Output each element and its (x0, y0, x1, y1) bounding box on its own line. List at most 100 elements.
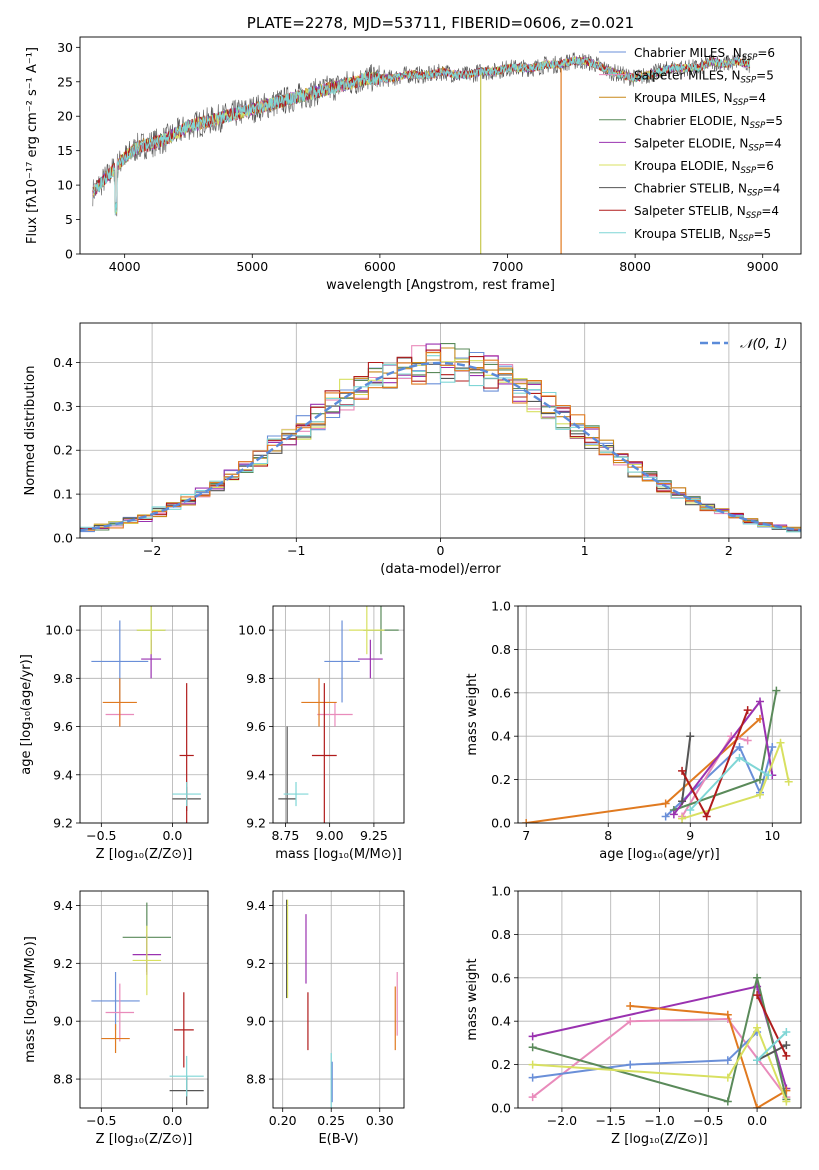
tick-label-y: 1.0 (491, 884, 511, 899)
plot-area (91, 606, 201, 823)
marker-plus (753, 1104, 762, 1108)
tick-label-x: 0.0 (747, 1113, 767, 1128)
tick-label-x: 0.0 (162, 1113, 182, 1128)
marker-plus (743, 706, 752, 715)
tick-label-x: 10 (764, 828, 780, 843)
tick-label-y: 9.2 (53, 956, 73, 971)
marker-plus (723, 1010, 732, 1019)
plot-area (91, 902, 204, 1106)
tick-label-y: 0.0 (53, 531, 73, 546)
tick-label-y: 0.6 (491, 685, 511, 700)
plot-area (278, 606, 399, 823)
legend-label: Salpeter ELODIE, NSSP=4 (634, 136, 782, 153)
tick-label-x: −2.0 (547, 1113, 577, 1128)
panel-3: −0.5 0.0 9.2 9.4 9.6 9.8 10.0 Z [log₁₀(Z/Z⊙)] ag… (19, 605, 209, 862)
plot-area (92, 51, 751, 254)
legend-label: 𝒩(0, 1) (740, 337, 787, 352)
marker-plus (626, 1060, 635, 1069)
tick-label-x: 9 (686, 828, 694, 843)
marker-plus (782, 1041, 791, 1050)
tick-label-x: 4000 (109, 259, 141, 274)
tick-label-y: 8.8 (246, 1072, 266, 1087)
tick-label-y: 0.4 (491, 729, 511, 744)
tick-label-y: 9.2 (246, 956, 266, 971)
tick-label-x: 5000 (236, 259, 268, 274)
marker-plus (669, 810, 678, 819)
tick-label-y: 0.2 (491, 1057, 511, 1072)
tick-label-y: 0.3 (53, 399, 73, 414)
weight-line-8 (756, 1031, 788, 1062)
tick-label-x: 8000 (619, 259, 651, 274)
marker-plus (661, 812, 670, 821)
tick-label-y: 25 (57, 74, 73, 89)
x-axis-label: (data-model)/error (380, 562, 501, 577)
marker-plus (776, 738, 785, 747)
tick-label-x: 7000 (492, 259, 524, 274)
tick-label-y: 10 (57, 178, 73, 193)
weight-line-5 (681, 739, 790, 820)
tick-label-x: 0.0 (162, 828, 182, 843)
marker-plus (743, 736, 752, 745)
tick-label-y: 9.0 (53, 1014, 73, 1029)
legend-label: Kroupa STELIB, NSSP=5 (634, 227, 771, 244)
panel-6: −0.5 0.0 8.8 9.0 9.2 9.4 Z [log₁₀(Z/Z⊙)] mass [… (23, 890, 209, 1147)
panel-5: 7 8 9 10 0.0 0.2 0.4 0.6 0.8 1.0 age [log₁₀(age/yr… (465, 599, 802, 862)
x-axis-label: Z [log₁₀(Z/Z⊙)] (96, 1132, 193, 1147)
legend-label: Kroupa MILES, NSSP=4 (634, 91, 766, 108)
tick-label-x: 9.25 (360, 828, 388, 843)
tick-label-y: 0.4 (491, 1014, 511, 1029)
tick-label-y: 15 (57, 143, 73, 158)
weight-line-6 (681, 736, 692, 802)
tick-label-x: −0.5 (693, 1113, 723, 1128)
legend-label: Chabrier ELODIE, NSSP=5 (634, 114, 783, 131)
marker-plus (782, 1028, 791, 1037)
tick-label-x: −1.0 (644, 1113, 674, 1128)
axes-frame (272, 605, 405, 824)
tick-label-y: 9.4 (53, 767, 73, 782)
x-axis-label: mass [log₁₀(M/M⊙)] (275, 847, 402, 862)
panel-4: 8.75 9.00 9.25 9.2 9.4 9.6 9.8 10.0 mass [log₁₀(… (238, 605, 405, 862)
marker-plus (626, 1017, 635, 1026)
tick-label-x: 7 (522, 828, 530, 843)
marker-plus (784, 777, 793, 786)
tick-label-x: −0.5 (86, 1113, 116, 1128)
tick-label-y: 9.4 (246, 898, 266, 913)
tick-label-y: 5 (65, 212, 73, 227)
marker-plus (735, 753, 744, 762)
tick-label-y: 20 (57, 109, 73, 124)
tick-label-y: 9.4 (53, 898, 73, 913)
tick-label-x: −1.5 (596, 1113, 626, 1128)
marker-plus (678, 766, 687, 775)
legend-label: Chabrier STELIB, NSSP=4 (634, 182, 780, 199)
axes-frame (79, 605, 209, 824)
marker-plus (768, 743, 777, 752)
legend-label: Chabrier MILES, NSSP=6 (634, 46, 775, 63)
tick-label-x: 8 (604, 828, 612, 843)
legend-label: Kroupa ELODIE, NSSP=6 (634, 159, 774, 176)
marker-plus (626, 1002, 635, 1011)
marker-plus (782, 1051, 791, 1060)
marker-plus (528, 1043, 537, 1052)
legend-label: Salpeter MILES, NSSP=5 (634, 69, 774, 86)
tick-label-y: 10.0 (238, 623, 266, 638)
tick-label-x: 6000 (364, 259, 396, 274)
marker-plus (723, 1056, 732, 1065)
marker-plus (678, 814, 687, 823)
tick-label-x: 0.30 (366, 1113, 394, 1128)
marker-plus (522, 819, 531, 823)
panel-2: −2 −1 0 1 2 0.0 0.1 0.2 0.3 0.4 (data-model)/error… (23, 322, 802, 577)
tick-label-y: 10.0 (45, 623, 73, 638)
tick-label-y: 9.4 (246, 767, 266, 782)
tick-label-y: 9.6 (246, 719, 266, 734)
marker-plus (723, 1097, 732, 1106)
marker-plus (686, 732, 695, 741)
chart-title: PLATE=2278, MJD=53711, FIBERID=0606, z=0… (247, 14, 634, 32)
tick-label-x: −2 (143, 543, 161, 558)
y-axis-label: mass [log₁₀(M/M⊙)] (23, 936, 38, 1063)
tick-label-y: 0.0 (491, 1101, 511, 1116)
panel-7: 0.20 0.25 0.30 8.8 9.0 9.2 9.4 E(B-V) (246, 890, 405, 1147)
tick-label-x: −1 (287, 543, 305, 558)
tick-label-x: 8.75 (271, 828, 299, 843)
marker-plus (753, 1023, 762, 1032)
